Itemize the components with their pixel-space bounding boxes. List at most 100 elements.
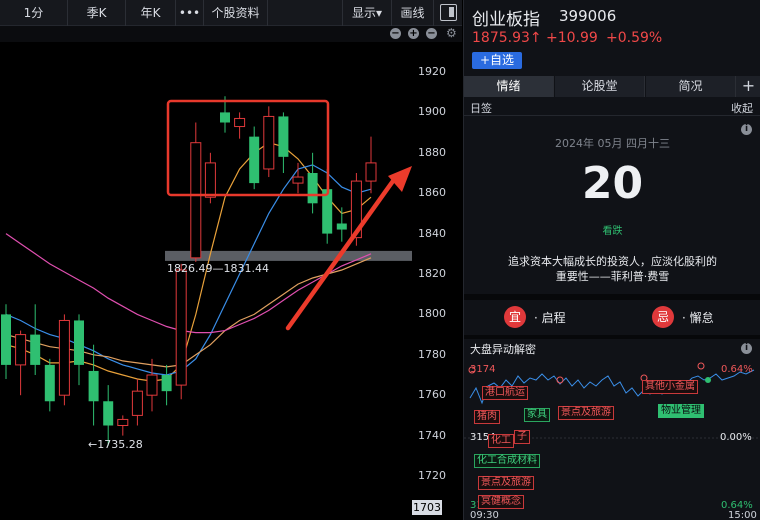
mini-mid-right: 0.00% bbox=[720, 432, 752, 443]
candle-body bbox=[15, 334, 27, 366]
event-tag[interactable]: 家具 bbox=[524, 408, 550, 422]
divider bbox=[464, 294, 760, 300]
divider bbox=[464, 335, 760, 339]
intraday-mini-chart[interactable]: 3174 0.64% 3154 0.00% 3135 0.64% 09:30 1… bbox=[464, 358, 760, 520]
candle-body bbox=[263, 115, 275, 170]
candle-body bbox=[117, 418, 129, 427]
draw-line-button[interactable]: 画线 bbox=[392, 0, 434, 26]
candle-body bbox=[234, 117, 246, 128]
gear-icon[interactable]: ⚙ bbox=[446, 26, 457, 40]
candle-body bbox=[292, 176, 304, 184]
y-tick-label: 1920 bbox=[418, 65, 446, 78]
info-tabs: 情绪 论股堂 简况 + bbox=[464, 76, 760, 97]
y-tick-label: 1760 bbox=[418, 388, 446, 402]
support-band bbox=[165, 250, 412, 261]
event-tag[interactable]: 猪肉 bbox=[474, 410, 500, 424]
collapse-button[interactable]: 收起 bbox=[731, 102, 753, 115]
quote-line-2: 重要性——菲利普·费雪 bbox=[555, 270, 670, 283]
highlight-box bbox=[166, 99, 330, 197]
y-tick-label: 1720 bbox=[418, 469, 446, 482]
candle-body bbox=[146, 374, 158, 396]
toggle-panel-icon[interactable] bbox=[440, 4, 457, 21]
current-price-tag: 1703 bbox=[412, 500, 442, 515]
y-tick-label: 1860 bbox=[418, 186, 446, 200]
candle-body bbox=[58, 319, 70, 396]
candle-body bbox=[278, 116, 289, 157]
candle-body bbox=[161, 375, 172, 392]
kline-chart-area[interactable]: − + − ⚙ 1920 1900 1880 1860 1840 1820 1800 1780… bbox=[0, 26, 462, 520]
period-1min-button[interactable]: 1分 bbox=[0, 0, 68, 26]
candle-body bbox=[204, 162, 216, 198]
right-info-panel: 创业板指 399006 1875.93↑ +10.99 +0.59% +自选 情… bbox=[463, 0, 760, 520]
event-tag[interactable]: 化工 bbox=[488, 434, 514, 448]
mini-top-left: 3174 bbox=[470, 364, 496, 375]
stock-profile-button[interactable]: 个股资料 bbox=[204, 0, 268, 26]
event-tag[interactable]: 其他小金属 bbox=[642, 380, 698, 394]
event-tag[interactable]: 化工合成材料 bbox=[474, 454, 540, 468]
event-tag[interactable]: 物业管理 bbox=[658, 404, 704, 418]
candle-body bbox=[88, 370, 99, 402]
candle-body bbox=[30, 334, 41, 365]
add-watchlist-button[interactable]: +自选 bbox=[472, 52, 522, 69]
bad-badge: 忌 bbox=[652, 306, 674, 328]
mini-bottom-right: 0.64% bbox=[721, 500, 753, 511]
event-tag[interactable]: 景点及旅游 bbox=[478, 476, 534, 490]
minus-circle-icon[interactable]: − bbox=[390, 28, 401, 39]
arrow-shaft bbox=[285, 178, 396, 331]
calendar-title: 日签 bbox=[470, 102, 492, 115]
y-tick-label: 1880 bbox=[418, 145, 446, 159]
y-tick-label: 1820 bbox=[418, 267, 446, 280]
market-anomaly-title: 大盘异动解密 bbox=[470, 343, 536, 356]
time-end: 15:00 bbox=[728, 510, 757, 520]
chart-toolbar: 1分 季K 年K ••• 个股资料 显示▾ 画线 bbox=[0, 0, 462, 26]
tab-sentiment[interactable]: 情绪 bbox=[464, 76, 554, 97]
candle-body bbox=[131, 390, 143, 416]
quote-line-1: 追求资本大幅成长的投资人，应淡化股利的 bbox=[508, 255, 717, 268]
event-tag[interactable]: 冥健概念 bbox=[478, 495, 524, 509]
ma-line bbox=[5, 233, 372, 334]
time-start: 09:30 bbox=[470, 510, 499, 520]
candle-body bbox=[175, 269, 187, 386]
candle-body bbox=[365, 162, 377, 182]
event-tag[interactable]: 港口航运 bbox=[482, 386, 528, 400]
candle-body bbox=[307, 173, 318, 204]
add-tab-icon[interactable]: + bbox=[736, 76, 760, 97]
candle-body bbox=[44, 364, 55, 402]
calendar-header: 日签 收起 bbox=[464, 98, 760, 116]
low-price-label: ←1735.28 bbox=[88, 438, 143, 451]
y-tick-label: 1800 bbox=[418, 307, 446, 321]
good-badge: 宜 bbox=[504, 306, 526, 328]
arrow-head bbox=[388, 166, 412, 192]
calendar-day: 20 bbox=[581, 158, 644, 209]
candle-body bbox=[322, 189, 333, 234]
bad-text: · 懈怠 bbox=[682, 311, 714, 325]
y-tick-label: 1780 bbox=[418, 347, 446, 361]
mini-top-right: 0.64% bbox=[721, 364, 753, 375]
tab-forum[interactable]: 论股堂 bbox=[555, 76, 645, 97]
calendar-day-sub: 看跌 bbox=[602, 226, 623, 237]
display-dropdown[interactable]: 显示▾ bbox=[342, 0, 392, 26]
event-tag[interactable]: 子 bbox=[514, 430, 530, 444]
candle-body bbox=[1, 314, 11, 365]
period-year-button[interactable]: 年K bbox=[126, 0, 176, 26]
period-quarter-button[interactable]: 季K bbox=[68, 0, 126, 26]
stock-name: 创业板指 bbox=[472, 10, 540, 30]
kline-chart[interactable] bbox=[0, 26, 462, 520]
more-periods-button[interactable]: ••• bbox=[176, 0, 204, 26]
minus-circle-icon[interactable]: − bbox=[426, 28, 437, 39]
candle-body bbox=[103, 401, 114, 426]
y-tick-label: 1900 bbox=[418, 105, 446, 119]
calendar-date: 2024年 05月 四月十三 bbox=[555, 137, 670, 150]
stock-code: 399006 bbox=[559, 7, 617, 25]
info-icon[interactable]: i bbox=[741, 343, 752, 354]
info-icon[interactable]: i bbox=[741, 124, 752, 135]
candle-body bbox=[350, 180, 362, 239]
tab-overview[interactable]: 简况 bbox=[646, 76, 736, 97]
candle-body bbox=[249, 136, 260, 184]
plus-circle-icon[interactable]: + bbox=[408, 28, 419, 39]
price-change: +10.99 bbox=[546, 30, 598, 46]
good-text: · 启程 bbox=[534, 311, 566, 325]
event-tag[interactable]: 景点及旅游 bbox=[558, 406, 614, 420]
y-tick-label: 1840 bbox=[418, 226, 446, 240]
mini-mid-left: 3154 bbox=[470, 432, 496, 443]
